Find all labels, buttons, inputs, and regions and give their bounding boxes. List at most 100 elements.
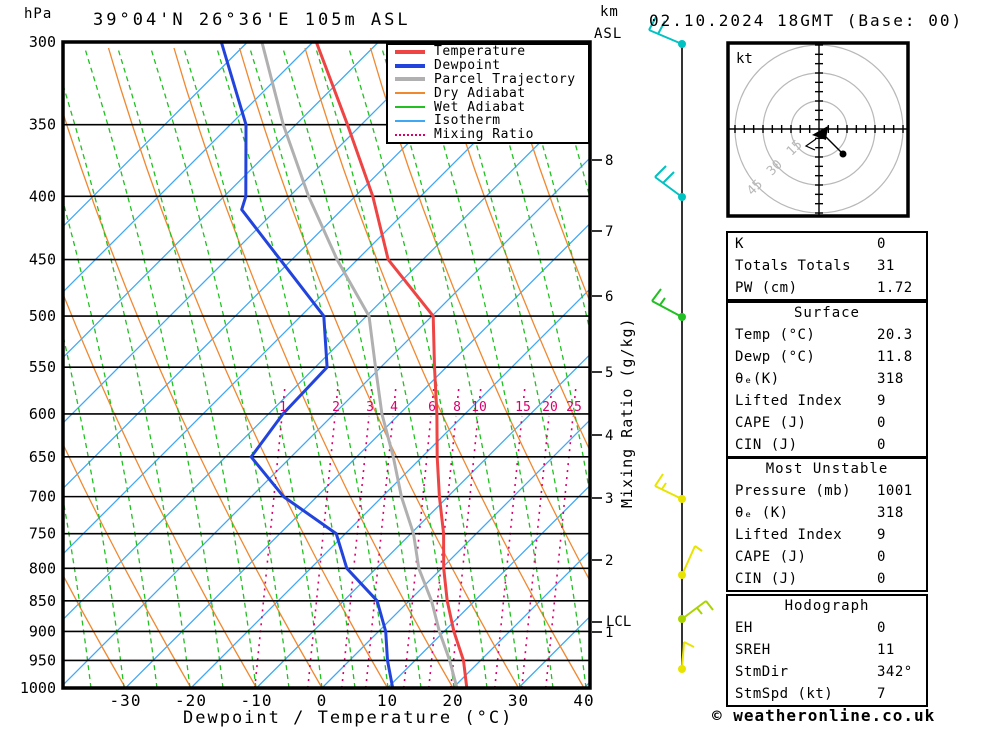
table-row: SREH 11 xyxy=(728,639,926,661)
mixing-ratio-label: 2 xyxy=(332,400,340,415)
table-row: θₑ (K) 318 xyxy=(728,502,926,524)
isotherms xyxy=(63,42,590,688)
index-table-most-unstable: Most Unstable Pressure (mb) 1001 θₑ (K) 318 L… xyxy=(726,457,928,592)
pressure-tick-label: 550 xyxy=(29,358,56,376)
pressure-tick-label: 1000 xyxy=(20,679,56,697)
row-label: StmSpd (kt) xyxy=(735,686,834,702)
row-label: Lifted Index xyxy=(735,393,843,409)
temp-tick-labels: -30 -20 -10 0 10 20 30 40 xyxy=(110,691,594,710)
legend-item: Parcel Trajectory xyxy=(388,72,588,87)
temp-tick-label: 0 xyxy=(317,691,328,710)
row-label: Pressure (mb) xyxy=(735,483,852,499)
pressure-tick-label: 500 xyxy=(29,307,56,325)
km-tick-label: 5 xyxy=(605,365,613,381)
pressure-tick-label: 600 xyxy=(29,405,56,423)
plot-border xyxy=(61,40,592,690)
row-label: Lifted Index xyxy=(735,527,843,543)
table-row: Dewp (°C) 11.8 xyxy=(728,346,926,368)
hodograph-trace-end-dot xyxy=(839,150,847,158)
temp-tick-label: 40 xyxy=(573,691,594,710)
table-row: EH 0 xyxy=(728,617,926,639)
mixing-ratio-label: 15 xyxy=(515,400,531,415)
mixing-ratio-label: 8 xyxy=(453,400,461,415)
table-row: StmSpd (kt) 7 xyxy=(728,683,926,705)
asl-axis-label: ASL xyxy=(594,26,623,42)
legend-label: Isotherm xyxy=(434,113,501,129)
index-table-hodograph: Hodograph EH 0 SREH 11 StmDir 342° StmSpd (kt) 7 xyxy=(726,594,928,707)
mixing-ratio-label: 25 xyxy=(566,400,582,415)
mixing-ratio-label: 1 xyxy=(279,400,287,415)
row-label: CIN (J) xyxy=(735,437,798,453)
row-value: 0 xyxy=(877,549,886,565)
km-tick-label: 1 xyxy=(605,625,613,641)
row-label: SREH xyxy=(735,642,771,658)
wind-barb xyxy=(678,545,703,579)
legend-swatch-thin xyxy=(395,119,425,122)
km-axis-label: km xyxy=(600,4,619,20)
lcl-label: LCL xyxy=(606,614,631,630)
pressure-tick-label: 850 xyxy=(29,592,56,610)
row-value: 1.72 xyxy=(877,280,913,296)
row-label: Totals Totals xyxy=(735,258,852,274)
pressure-tick-label: 750 xyxy=(29,525,56,543)
legend-label: Wet Adiabat xyxy=(434,99,526,115)
wind-barb xyxy=(648,16,686,48)
mixing-ratio-label: 3 xyxy=(366,400,374,415)
km-tick-label: 6 xyxy=(605,289,613,305)
mixing-ratio-labels: 1 2 3 4 6 8 10 15 20 25 xyxy=(279,400,582,415)
table-title: Surface xyxy=(793,305,860,321)
row-label: θₑ (K) xyxy=(735,505,789,521)
pressure-tick-label: 650 xyxy=(29,448,56,466)
table-title: Most Unstable xyxy=(765,461,889,477)
table-row: Totals Totals 31 xyxy=(728,255,926,277)
row-label: Temp (°C) xyxy=(735,327,816,343)
row-value: 31 xyxy=(877,258,895,274)
row-label: θₑ(K) xyxy=(735,371,780,387)
index-table-surface: Surface Temp (°C) 20.3 Dewp (°C) 11.8 θₑ(K) 31… xyxy=(726,301,928,458)
row-value: 318 xyxy=(877,371,904,387)
row-value: 11.8 xyxy=(877,349,913,365)
wind-barb xyxy=(678,641,695,673)
mixing-ratio-label: 6 xyxy=(428,400,436,415)
page-title: 39°04'N 26°36'E 105m ASL xyxy=(93,10,411,30)
row-value: 9 xyxy=(877,393,886,409)
pressure-tick-label: 800 xyxy=(29,559,56,577)
table-row: PW (cm) 1.72 xyxy=(728,277,926,299)
series-parcel-trajectory xyxy=(260,42,459,688)
hodograph-ring-label: 15 xyxy=(784,137,806,159)
wind-barb xyxy=(651,288,686,321)
row-label: CAPE (J) xyxy=(735,415,807,431)
row-label: Dewp (°C) xyxy=(735,349,816,365)
pressure-unit-label: hPa xyxy=(24,6,53,22)
index-table-summary: K 0 Totals Totals 31 PW (cm) 1.72 xyxy=(726,231,928,301)
legend-label: Dewpoint xyxy=(434,58,501,74)
hodograph-ring-label: 45 xyxy=(744,177,766,199)
legend-item: Mixing Ratio xyxy=(388,127,588,142)
wind-barb xyxy=(654,473,686,503)
sounding-curves xyxy=(219,42,469,688)
table-row: Lifted Index 9 xyxy=(728,524,926,546)
copyright: © weatheronline.co.uk xyxy=(712,706,936,725)
km-tick-label: 7 xyxy=(605,224,613,240)
series-temperature xyxy=(314,42,469,688)
table-row: CIN (J) 0 xyxy=(728,568,926,590)
legend-swatch-thin xyxy=(395,106,425,109)
legend-item: Dry Adiabat xyxy=(388,86,588,101)
row-value: 0 xyxy=(877,236,886,252)
table-row: Lifted Index 9 xyxy=(728,390,926,412)
row-value: 1001 xyxy=(877,483,913,499)
hodograph-unit-label: kt xyxy=(736,51,753,67)
legend-label: Parcel Trajectory xyxy=(434,72,576,87)
legend-swatch-thick xyxy=(395,63,425,68)
wind-barb xyxy=(654,165,686,201)
hodograph-border xyxy=(726,41,910,218)
legend-swatch-thin xyxy=(395,92,425,95)
legend: Temperature Dewpoint Parcel Trajectory Dry … xyxy=(386,43,590,144)
temp-tick-label: -10 xyxy=(241,691,273,710)
temp-tick-label: -30 xyxy=(110,691,142,710)
km-tick-label: 2 xyxy=(605,553,613,569)
row-value: 9 xyxy=(877,527,886,543)
pressure-tick-label: 900 xyxy=(29,622,56,640)
